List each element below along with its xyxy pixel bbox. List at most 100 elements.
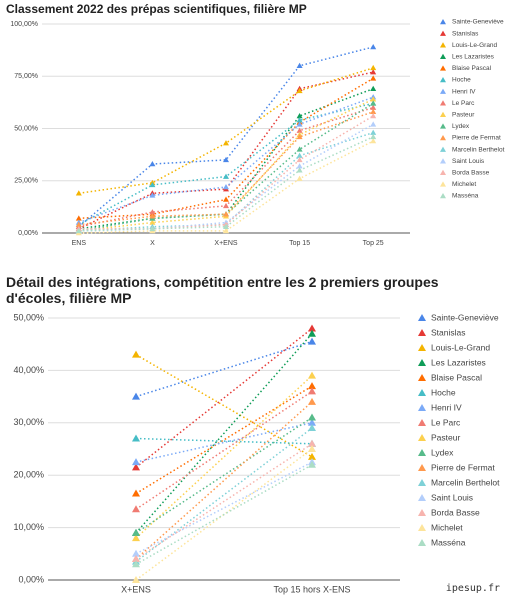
legend-marker [418,509,426,516]
legend-marker [418,374,426,381]
legend-label: Borda Basse [452,170,490,177]
legend-marker [440,123,446,129]
legend-label: Michelet [431,522,463,532]
point-marker [223,184,229,190]
x-tick-label: X+ENS [121,584,151,594]
point-marker [370,100,377,106]
legend-label: Blaise Pascal [431,372,482,382]
point-marker [223,223,229,229]
legend-label: Pasteur [452,112,475,119]
point-marker [296,127,303,133]
point-marker [296,87,303,94]
x-tick-label: Top 15 [289,240,310,247]
y-tick-label: 25,00% [14,178,38,185]
point-marker [370,138,377,144]
point-marker [132,505,140,513]
legend-label: Masséna [452,193,479,200]
series-line [78,140,374,234]
series-line [135,443,313,560]
legend-label: Henri IV [431,402,462,412]
point-marker [370,121,377,127]
legend-label: Louis-Le-Grand [452,42,498,49]
point-marker [370,75,377,81]
point-marker [308,424,316,432]
y-tick-label: 50,00% [14,125,38,132]
legend-marker [440,135,446,141]
point-marker [149,161,156,167]
legend-label: Saint Louis [452,158,485,165]
legend-marker [440,65,446,71]
point-marker [308,418,316,426]
point-marker [296,112,303,119]
legend-label: Hoche [452,77,471,84]
legend-marker [418,419,426,426]
legend-label: Les Lazaristes [452,54,495,61]
legend-label: Blaise Pascal [452,65,492,72]
legend-label: Le Parc [431,417,461,427]
y-tick-label: 30,00% [13,417,44,427]
point-marker [132,489,140,497]
point-marker [149,219,156,225]
legend-label: Michelet [452,181,476,188]
legend-marker [418,434,426,441]
chart-title: Classement 2022 des prépas scientifiques… [6,2,307,16]
legend-label: Borda Basse [431,507,480,517]
point-marker [132,350,140,358]
point-marker [296,175,303,181]
legend-marker [440,19,446,25]
legend-marker [418,329,426,336]
y-tick-label: 10,00% [13,522,44,532]
point-marker [370,104,377,110]
series-line [135,340,313,398]
legend-marker [440,100,446,106]
point-marker [370,133,377,140]
legend-label: Saint Louis [431,492,473,502]
legend-label: Pasteur [431,432,460,442]
point-marker [296,117,303,123]
series-line [78,136,374,232]
point-marker [223,156,229,163]
legend-label: Stanislas [452,30,479,37]
point-marker [223,173,229,179]
legend-marker [418,539,426,546]
point-marker [308,452,316,460]
legend-label: Stanislas [431,327,466,337]
chart-title: Détail des intégrations, compétition ent… [6,274,439,307]
series-line [78,106,374,228]
point-marker [370,112,377,119]
point-marker [308,397,316,405]
legend-marker [440,181,446,187]
legend-label: Marcelin Berthelot [431,477,500,487]
legend-marker [440,169,446,176]
legend-marker [418,359,426,366]
legend-marker [440,77,446,83]
legend-label: Pierre de Fermat [452,135,501,142]
series-line [135,464,313,565]
point-marker [223,227,229,234]
point-marker [308,382,316,390]
point-marker [308,329,316,337]
legend-marker [440,53,446,60]
legend-label: Les Lazaristes [431,357,486,367]
point-marker [75,190,82,196]
legend-marker [418,449,426,456]
x-tick-label: Top 15 hors X-ENS [273,584,350,594]
point-marker [296,163,303,169]
point-marker [149,192,156,198]
point-marker [132,576,140,583]
point-marker [132,528,140,536]
y-tick-label: 0,00% [18,230,38,237]
point-marker [370,43,377,50]
series-line [135,401,313,560]
legend-label: Sainte-Geneviève [452,19,504,26]
point-marker [132,392,140,400]
series-line [135,390,313,510]
point-marker [296,121,303,127]
point-marker [296,62,303,69]
point-marker [370,64,377,71]
legend-marker [418,464,426,471]
legend-marker [440,30,446,36]
point-marker [223,211,229,217]
series-line [78,71,374,230]
